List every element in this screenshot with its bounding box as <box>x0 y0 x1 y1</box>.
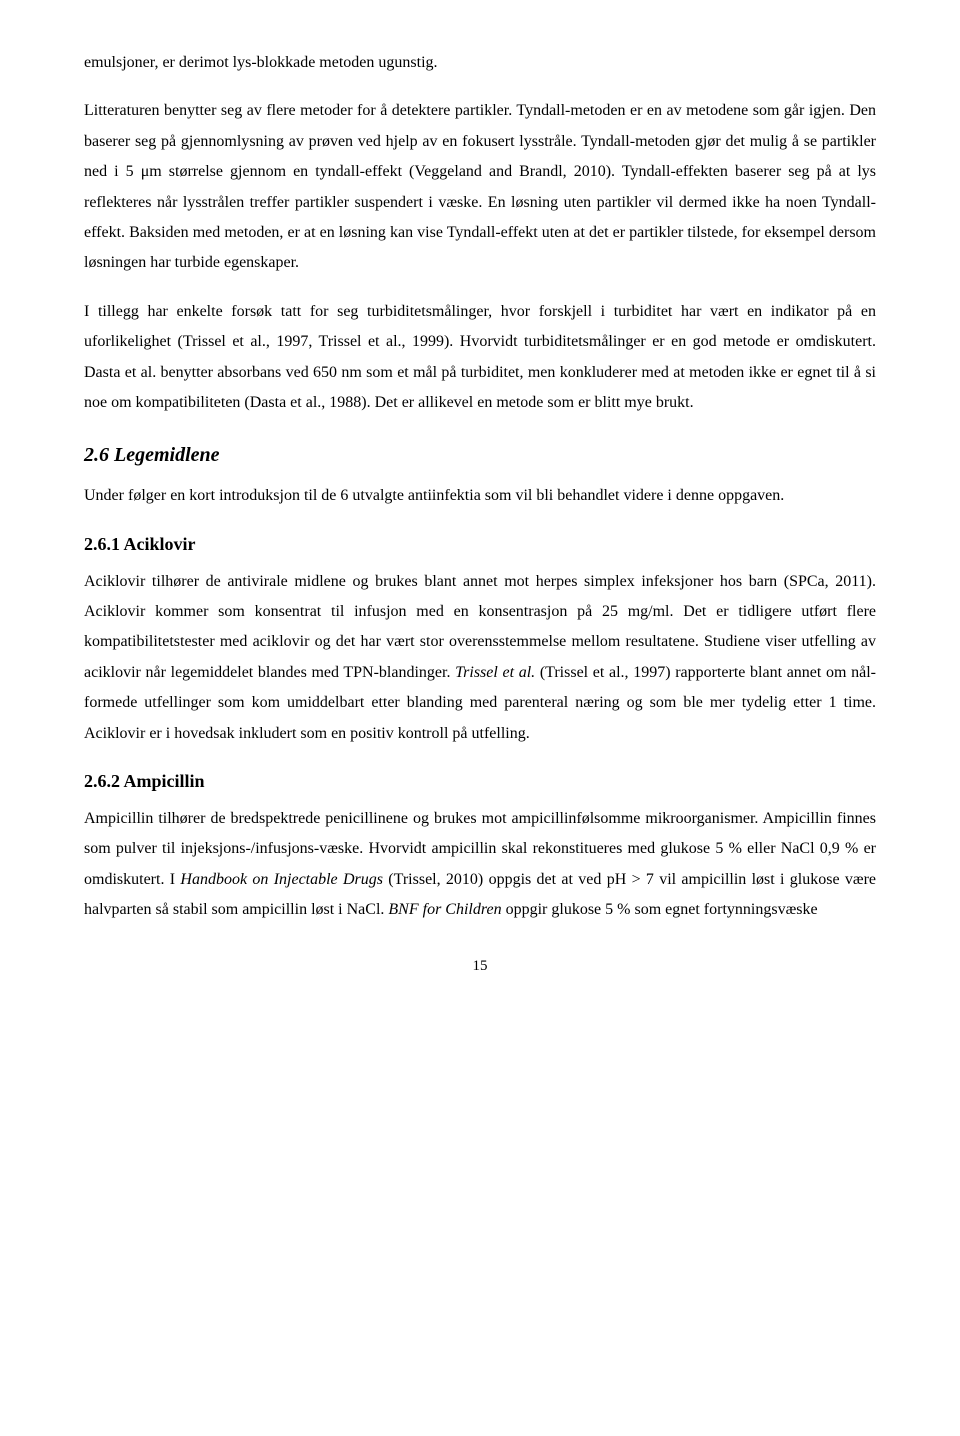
paragraph: emulsjoner, er derimot lys-blokkade meto… <box>84 48 876 78</box>
subsection-heading-ampicillin: 2.6.2 Ampicillin <box>84 771 876 792</box>
paragraph: Ampicillin tilhører de bredspektrede pen… <box>84 804 876 926</box>
paragraph: Under følger en kort introduksjon til de… <box>84 481 876 511</box>
italic-text: BNF for Children <box>388 901 501 918</box>
section-heading-legemidlene: 2.6 Legemidlene <box>84 444 876 467</box>
page-number: 15 <box>84 958 876 975</box>
paragraph: Litteraturen benytter seg av flere metod… <box>84 96 876 278</box>
text-run: oppgir glukose 5 % som egnet fortynnings… <box>502 901 818 918</box>
subsection-heading-aciklovir: 2.6.1 Aciklovir <box>84 534 876 555</box>
paragraph: I tillegg har enkelte forsøk tatt for se… <box>84 297 876 419</box>
italic-text: Handbook on Injectable Drugs <box>180 871 383 888</box>
paragraph: Aciklovir tilhører de antivirale midlene… <box>84 567 876 749</box>
italic-text: Trissel et al. <box>455 664 535 681</box>
document-page: emulsjoner, er derimot lys-blokkade meto… <box>0 0 960 1015</box>
